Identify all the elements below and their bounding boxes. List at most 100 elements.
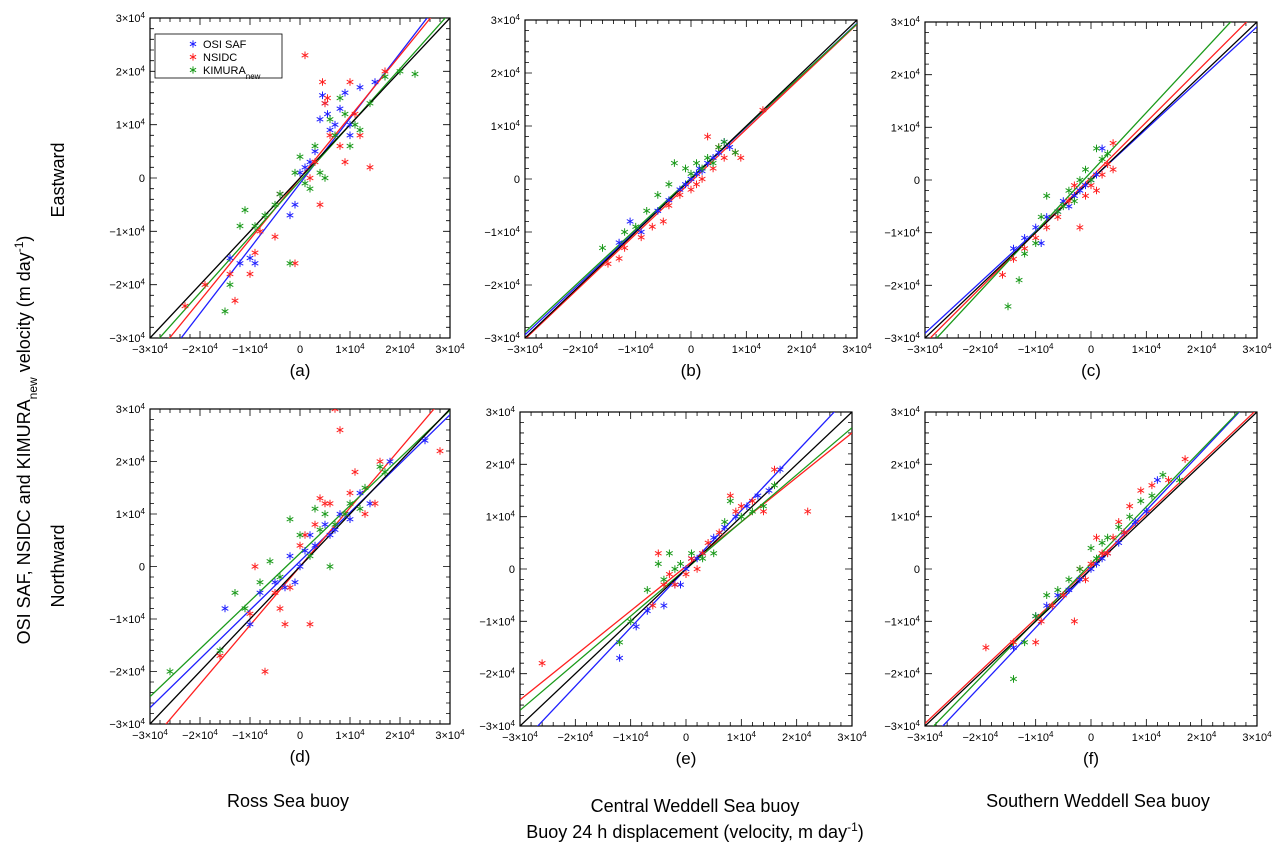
- x-tick-label: −1×104: [232, 342, 268, 357]
- point-nsidc: [316, 200, 324, 209]
- point-kimura: [271, 200, 279, 209]
- point-kimura: [316, 526, 324, 534]
- scatter-points: [998, 139, 1117, 311]
- point-kimura: [296, 152, 304, 161]
- point-nsidc: [346, 489, 354, 497]
- point-nsidc: [256, 227, 264, 236]
- point-osi-saf: [291, 200, 299, 209]
- x-axis-title: Buoy 24 h displacement (velocity, m day-…: [526, 820, 864, 842]
- point-kimura: [616, 638, 624, 647]
- y-tick-label: −1×104: [109, 224, 145, 239]
- legend-marker: [189, 66, 197, 74]
- point-kimura: [226, 280, 234, 289]
- point-osi-saf: [1021, 234, 1029, 242]
- y-tick-label: −3×104: [109, 717, 145, 732]
- fit-line-osi-saf: [180, 18, 428, 338]
- point-osi-saf: [346, 515, 354, 523]
- y-tick-label: −1×104: [884, 225, 920, 240]
- y-tick-label: −3×104: [484, 331, 520, 346]
- fit-line-osi-saf: [150, 414, 450, 709]
- point-nsidc: [1032, 638, 1040, 647]
- point-osi-saf: [301, 547, 309, 555]
- point-nsidc: [323, 94, 332, 102]
- point-kimura: [710, 549, 718, 558]
- y-tick-label: −3×104: [884, 331, 920, 346]
- point-nsidc: [621, 244, 629, 252]
- x-tick-label: 3×104: [842, 342, 872, 357]
- point-kimura: [1076, 565, 1084, 573]
- point-osi-saf: [776, 465, 784, 474]
- point-kimura: [660, 575, 668, 584]
- legend-label: NSIDC: [203, 52, 237, 64]
- point-kimura: [621, 228, 629, 236]
- point-kimura: [770, 481, 779, 490]
- point-kimura: [699, 554, 707, 563]
- point-osi-saf: [765, 486, 773, 495]
- y-tick-label: 1×104: [116, 117, 146, 132]
- point-kimura: [1115, 523, 1123, 531]
- point-osi-saf: [1131, 518, 1139, 526]
- point-kimura: [216, 646, 224, 655]
- point-nsidc: [181, 302, 189, 310]
- point-osi-saf: [710, 533, 718, 542]
- point-nsidc: [1120, 528, 1128, 537]
- point-nsidc: [1081, 575, 1090, 584]
- y-tick-label: 0: [139, 562, 145, 574]
- panels: −3×104 −2×104 −1×104 0 1×104 2×104 3×104 −3×104…: [109, 11, 1272, 769]
- point-kimura: [266, 557, 274, 565]
- point-nsidc: [346, 78, 354, 86]
- x-tick-label: −2×104: [182, 342, 218, 357]
- point-osi-saf: [1076, 186, 1084, 195]
- point-osi-saf: [331, 120, 339, 129]
- point-kimura: [748, 507, 756, 516]
- point-kimura: [296, 531, 304, 539]
- point-osi-saf: [346, 131, 354, 140]
- point-osi-saf: [626, 217, 634, 226]
- panel-label: (a): [290, 361, 311, 380]
- point-nsidc: [804, 507, 812, 516]
- point-osi-saf: [1037, 239, 1045, 247]
- point-osi-saf: [695, 164, 703, 173]
- legend-marker: [189, 40, 197, 48]
- point-nsidc: [1076, 223, 1084, 232]
- point-osi-saf: [632, 622, 640, 631]
- point-kimura: [286, 259, 294, 268]
- point-kimura: [291, 168, 299, 177]
- point-kimura: [1054, 586, 1062, 594]
- y-tick-label: 1×104: [491, 119, 521, 134]
- point-kimura: [311, 504, 319, 513]
- point-nsidc: [604, 260, 612, 268]
- point-nsidc: [704, 539, 712, 547]
- x-tick-label: −2×104: [963, 342, 999, 357]
- point-kimura: [311, 142, 319, 150]
- y-tick-label: 1×104: [891, 120, 921, 135]
- point-osi-saf: [693, 554, 701, 563]
- point-osi-saf: [286, 552, 294, 560]
- y-tick-label: −1×104: [484, 225, 520, 240]
- point-kimura: [598, 244, 607, 252]
- point-nsidc: [1098, 170, 1106, 179]
- point-kimura: [1137, 497, 1145, 505]
- x-tick-label: 3×104: [1242, 342, 1272, 357]
- row-label-eastward-text: Eastward: [48, 142, 68, 217]
- point-nsidc: [715, 528, 723, 537]
- y-tick-label: −2×104: [109, 277, 145, 292]
- y-tick-label: 2×104: [891, 67, 921, 82]
- point-kimura: [286, 515, 294, 523]
- point-kimura: [326, 562, 334, 571]
- point-kimura: [726, 497, 734, 505]
- scatter-points: [598, 106, 767, 268]
- point-osi-saf: [251, 259, 259, 268]
- point-osi-saf: [341, 88, 349, 97]
- point-kimura: [681, 164, 690, 173]
- x-tick-label: 2×104: [787, 342, 817, 357]
- point-osi-saf: [356, 83, 364, 92]
- point-osi-saf: [1009, 244, 1018, 253]
- scatter-points: [181, 51, 419, 316]
- point-osi-saf: [316, 115, 324, 124]
- point-kimura: [670, 159, 678, 167]
- point-osi-saf: [236, 259, 244, 268]
- point-nsidc: [231, 296, 239, 305]
- point-kimura: [361, 483, 369, 492]
